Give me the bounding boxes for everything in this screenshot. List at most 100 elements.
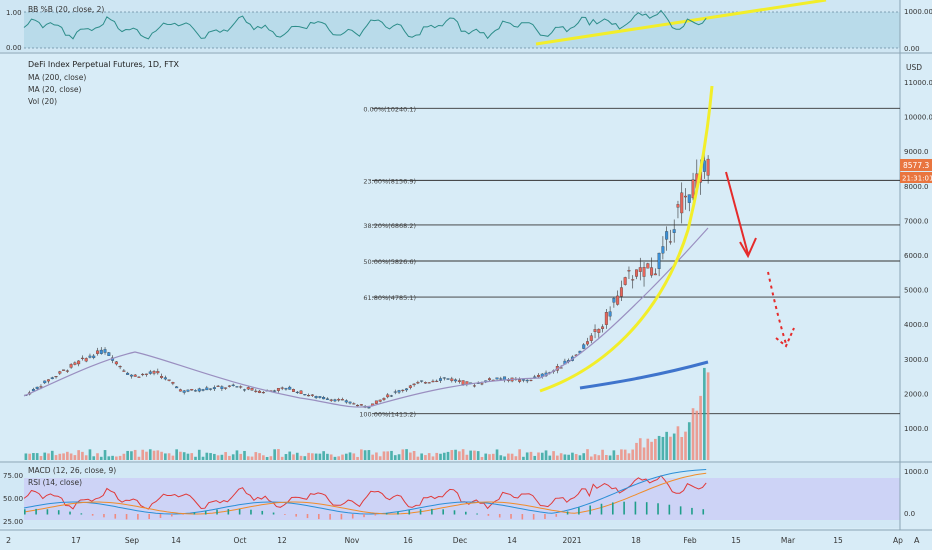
macd-histogram-bar bbox=[532, 514, 535, 520]
volume-bar bbox=[522, 456, 525, 460]
candle bbox=[525, 379, 529, 382]
candle bbox=[582, 344, 586, 349]
price-tick: 2000.0 bbox=[904, 390, 929, 398]
candle bbox=[322, 397, 326, 400]
volume-bar bbox=[627, 453, 631, 460]
volume-bar bbox=[344, 453, 348, 460]
volume-bar bbox=[341, 454, 344, 460]
bb-left-tick-0: 0.00 bbox=[6, 44, 22, 52]
candle bbox=[706, 158, 710, 176]
candle bbox=[416, 382, 420, 384]
macd-histogram-bar bbox=[453, 510, 456, 515]
candle bbox=[533, 376, 537, 378]
candle bbox=[684, 195, 687, 198]
candle bbox=[69, 364, 73, 368]
macd-histogram-bar bbox=[114, 514, 117, 519]
macd-histogram-bar bbox=[510, 514, 512, 519]
candle bbox=[160, 376, 164, 378]
volume-bar bbox=[563, 454, 567, 460]
candle bbox=[393, 391, 397, 393]
volume-bar bbox=[435, 452, 439, 460]
macd-histogram-bar bbox=[465, 511, 467, 515]
candle bbox=[631, 279, 635, 281]
candle bbox=[220, 386, 224, 389]
candle bbox=[612, 297, 616, 303]
macd-title: MACD (12, 26, close, 9) bbox=[28, 466, 116, 475]
candle bbox=[167, 379, 171, 381]
volume-bar bbox=[582, 453, 586, 460]
macd-histogram-bar bbox=[182, 514, 184, 515]
candle bbox=[450, 378, 454, 381]
volume-bar bbox=[503, 456, 506, 460]
candle bbox=[137, 376, 141, 378]
macd-histogram-bar bbox=[521, 514, 524, 520]
macd-histogram-bar bbox=[261, 510, 264, 515]
volume-bar bbox=[458, 451, 461, 460]
volume-bar bbox=[137, 456, 141, 460]
time-tick: 14 bbox=[171, 536, 181, 545]
volume-bar bbox=[375, 452, 378, 460]
macd-histogram-bar bbox=[487, 514, 490, 516]
macd-histogram-bar bbox=[216, 509, 218, 515]
volume-bar bbox=[612, 450, 616, 460]
candle bbox=[261, 392, 265, 394]
volume-bar bbox=[446, 451, 450, 460]
volume-bar bbox=[141, 449, 145, 460]
volume-bar bbox=[593, 454, 597, 460]
macd-right-tick-0: 0.0 bbox=[904, 510, 915, 518]
candle bbox=[43, 380, 47, 384]
volume-bar bbox=[601, 449, 604, 460]
bb-band bbox=[24, 12, 900, 48]
time-tick: 15 bbox=[833, 536, 843, 545]
volume-bar bbox=[390, 450, 393, 460]
macd-histogram-bar bbox=[46, 509, 49, 515]
volume-bar bbox=[518, 449, 521, 460]
volume-bar bbox=[205, 452, 209, 460]
volume-bar bbox=[337, 456, 341, 460]
volume-bar bbox=[484, 453, 488, 460]
volume-bar bbox=[213, 453, 216, 460]
candle bbox=[495, 377, 499, 380]
candle bbox=[31, 388, 35, 392]
candle bbox=[337, 399, 341, 401]
macd-histogram-bar bbox=[498, 514, 501, 518]
volume-bar bbox=[92, 456, 96, 460]
volume-bar bbox=[58, 453, 62, 460]
volume-bar bbox=[386, 451, 390, 460]
candle bbox=[680, 192, 684, 214]
volume-bar bbox=[556, 455, 559, 460]
candle bbox=[687, 194, 691, 203]
candle bbox=[171, 382, 175, 384]
candle bbox=[190, 388, 194, 391]
currency-label: USD bbox=[906, 63, 922, 72]
bb-percent-line bbox=[23, 9, 707, 40]
candle bbox=[341, 399, 344, 401]
candle bbox=[307, 395, 311, 397]
candle bbox=[461, 380, 465, 385]
candle bbox=[292, 389, 295, 392]
volume-bar bbox=[239, 453, 243, 460]
candle bbox=[480, 383, 484, 385]
price-tick: 9000.0 bbox=[904, 148, 929, 156]
candle bbox=[374, 400, 378, 404]
candle bbox=[295, 391, 299, 393]
macd-histogram-bar bbox=[125, 514, 128, 520]
volume-bar bbox=[318, 453, 322, 460]
candle bbox=[145, 373, 148, 375]
price-axis-ticks: 11000.0 10000.0 9000.0 8000.0 7000.0 6000.0 50… bbox=[904, 79, 932, 433]
candle bbox=[619, 287, 623, 297]
candle bbox=[65, 370, 69, 372]
time-tick: Dec bbox=[453, 536, 468, 545]
candle bbox=[156, 371, 160, 374]
price-tick: 8000.0 bbox=[904, 183, 929, 191]
volume-bar bbox=[650, 441, 653, 460]
volume-bar bbox=[254, 452, 258, 460]
macd-histogram-bar bbox=[374, 514, 377, 516]
volume-bar bbox=[473, 450, 476, 460]
candle bbox=[141, 373, 145, 376]
volume-bar bbox=[28, 453, 31, 460]
volume-bar bbox=[405, 449, 408, 460]
volume-bar bbox=[616, 454, 619, 460]
volume-bar bbox=[133, 449, 137, 460]
